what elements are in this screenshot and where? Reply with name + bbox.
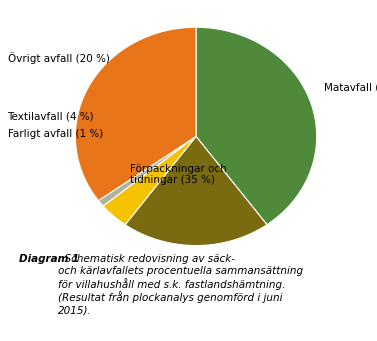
Text: Förpackningar och
tidningar (35 %): Förpackningar och tidningar (35 %) xyxy=(130,164,227,186)
Text: . Schematisk redovisning av säck-
och kärlavfallets procentuella sammansättning
: . Schematisk redovisning av säck- och kä… xyxy=(58,254,303,315)
Text: Matavfall (40 %): Matavfall (40 %) xyxy=(324,82,377,92)
Text: Textilavfall (4 %): Textilavfall (4 %) xyxy=(8,112,94,122)
Text: Diagram 1: Diagram 1 xyxy=(19,254,79,264)
Text: Övrigt avfall (20 %): Övrigt avfall (20 %) xyxy=(8,52,109,64)
Polygon shape xyxy=(75,27,196,201)
Polygon shape xyxy=(103,136,196,225)
Polygon shape xyxy=(98,136,196,206)
Polygon shape xyxy=(196,27,317,225)
Text: Farligt avfall (1 %): Farligt avfall (1 %) xyxy=(8,129,103,139)
Polygon shape xyxy=(125,136,267,246)
